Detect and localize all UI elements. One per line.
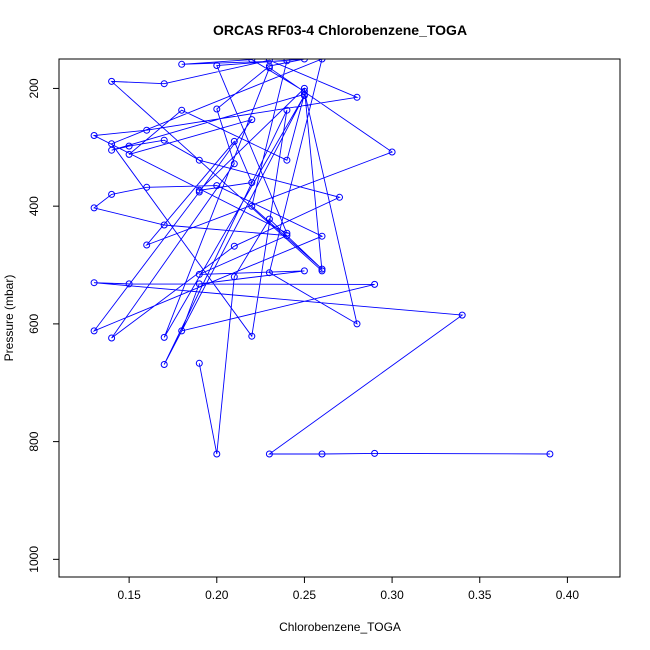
data-point (265, 59, 273, 64)
x-tick-label: 0.25 (293, 588, 317, 602)
x-tick-label: 0.20 (205, 588, 229, 602)
data-point (195, 270, 203, 278)
data-point (283, 229, 291, 237)
data-point (160, 221, 168, 229)
data-point (353, 93, 361, 101)
data-point (283, 232, 291, 240)
data-point (248, 202, 256, 210)
data-point (143, 241, 151, 249)
data-point (230, 137, 238, 145)
y-tick-label: 800 (27, 431, 41, 451)
data-point (213, 62, 221, 69)
data-point (143, 126, 151, 134)
data-point (213, 450, 221, 458)
data-point (160, 80, 168, 88)
y-tick-label: 1000 (27, 546, 41, 573)
data-point (230, 273, 238, 281)
data-point (458, 311, 466, 319)
data-point (353, 320, 361, 328)
x-axis: 0.15 0.20 0.25 0.30 0.35 0.40 (117, 576, 580, 602)
data-point (230, 160, 238, 168)
data-point (108, 334, 116, 342)
x-tick-label: 0.15 (117, 588, 141, 602)
y-tick-label: 200 (27, 78, 41, 98)
data-point (195, 280, 203, 288)
data-point (195, 156, 203, 164)
data-point (283, 59, 291, 65)
data-point (178, 106, 186, 114)
data-point (283, 106, 291, 114)
data-point (125, 150, 133, 158)
x-tick-label: 0.40 (556, 588, 580, 602)
y-axis-label: Pressure (mbar) (2, 275, 16, 362)
series-line (92, 59, 550, 455)
data-point (195, 186, 203, 194)
data-point (265, 215, 273, 223)
data-point (300, 84, 308, 92)
x-tick-label: 0.30 (380, 588, 404, 602)
data-point (300, 267, 308, 275)
data-point (546, 450, 554, 458)
data-point (160, 333, 168, 341)
data-point (371, 280, 379, 288)
data-point (318, 265, 326, 273)
data-point (90, 204, 98, 212)
data-point (318, 232, 326, 240)
data-point (213, 105, 221, 113)
data-point (213, 182, 221, 190)
x-axis-label: Chlorobenzene_TOGA (279, 620, 401, 634)
data-point (371, 449, 379, 457)
data-point (248, 179, 256, 187)
data-point (336, 193, 343, 201)
data-point (265, 450, 273, 458)
y-tick-label: 400 (27, 196, 41, 216)
data-point (143, 183, 151, 191)
data-point (108, 140, 116, 148)
data-point (90, 132, 98, 139)
data-point (265, 64, 273, 72)
data-point (195, 359, 203, 367)
data-point (108, 190, 116, 198)
data-point (265, 269, 273, 277)
data-point (178, 327, 186, 335)
data-point (318, 450, 326, 458)
data-point (90, 279, 98, 287)
plot-frame (58, 58, 621, 578)
data-point (125, 280, 133, 288)
data-point (160, 361, 168, 368)
data-point (108, 77, 116, 85)
data-point (248, 116, 256, 124)
data-point (248, 59, 256, 64)
data-point (90, 327, 98, 335)
x-tick-label: 0.35 (468, 588, 492, 602)
data-point (300, 87, 308, 95)
data-point (318, 59, 326, 63)
data-point (160, 136, 168, 144)
data-point (230, 242, 238, 250)
data-point (125, 142, 133, 150)
data-point (283, 156, 291, 164)
y-tick-label: 600 (27, 314, 41, 334)
data-point (300, 59, 308, 63)
data-point (178, 60, 186, 68)
y-axis: 200 400 600 800 1000 (27, 78, 60, 573)
data-point (388, 148, 396, 156)
data-point (248, 332, 256, 340)
data-point (300, 92, 308, 99)
chart-title: ORCAS RF03-4 Chlorobenzene_TOGA (213, 22, 467, 38)
